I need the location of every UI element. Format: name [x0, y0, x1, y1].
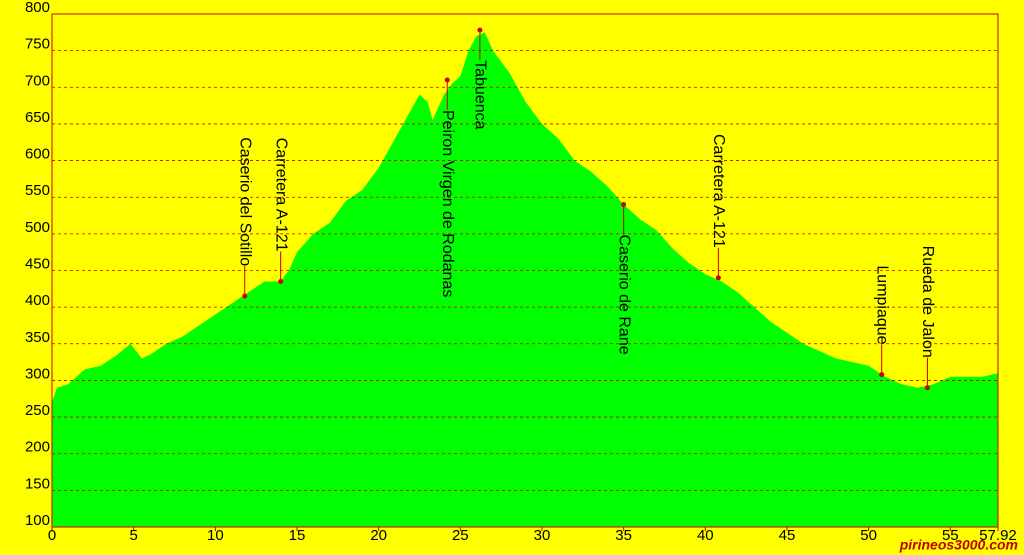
annotation-label: Caserio del Sotillo — [236, 137, 253, 266]
annotation-marker — [879, 372, 885, 378]
x-tick-label: 57.92 — [979, 527, 1017, 544]
x-tick-label: 0 — [48, 527, 56, 544]
x-tick-label: 20 — [370, 527, 387, 544]
annotation-label: Peiron Virgen de Rodanas — [439, 110, 456, 297]
x-tick-label: 30 — [534, 527, 551, 544]
y-tick-label: 150 — [25, 475, 50, 492]
elevation-area — [52, 32, 998, 527]
y-tick-label: 200 — [25, 439, 50, 456]
y-tick-label: 800 — [25, 0, 50, 16]
annotation-marker — [242, 293, 248, 299]
annotation-label: Caserio de Rane — [615, 235, 632, 355]
annotation-marker — [477, 27, 483, 33]
y-tick-label: 500 — [25, 219, 50, 236]
y-tick-label: 400 — [25, 292, 50, 309]
y-tick-label: 600 — [25, 146, 50, 163]
y-tick-label: 750 — [25, 36, 50, 53]
annotation-label: Carretera A-121 — [710, 134, 727, 248]
x-tick-label: 45 — [779, 527, 796, 544]
y-tick-label: 250 — [25, 402, 50, 419]
x-tick-label: 25 — [452, 527, 469, 544]
annotation-marker — [278, 278, 284, 284]
plot-border — [51, 13, 999, 528]
annotation-label: Lumpiaque — [873, 265, 890, 344]
y-tick-label: 300 — [25, 365, 50, 382]
annotation-marker — [924, 385, 930, 391]
y-tick-label: 450 — [25, 255, 50, 272]
watermark: pirineos3000.com — [899, 537, 1018, 553]
annotation-marker — [715, 275, 721, 281]
x-tick-label: 10 — [207, 527, 224, 544]
x-tick-label: 15 — [289, 527, 306, 544]
y-tick-label: 550 — [25, 182, 50, 199]
annotation-marker — [621, 202, 627, 208]
x-tick-label: 50 — [860, 527, 877, 544]
y-tick-label: 650 — [25, 109, 50, 126]
annotation-label: Carretera A-121 — [272, 138, 289, 252]
x-tick-label: 55 — [942, 527, 959, 544]
annotation-label: Rueda de Jalon — [919, 246, 936, 358]
x-tick-label: 40 — [697, 527, 714, 544]
x-tick-label: 35 — [615, 527, 632, 544]
y-tick-label: 700 — [25, 72, 50, 89]
annotation-label: Tabuenca — [472, 60, 489, 129]
y-tick-label: 100 — [25, 512, 50, 529]
x-tick-label: 5 — [129, 527, 137, 544]
annotation-marker — [444, 77, 450, 83]
y-tick-label: 350 — [25, 329, 50, 346]
